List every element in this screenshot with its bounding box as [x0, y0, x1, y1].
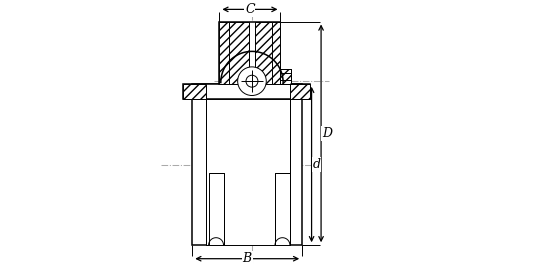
- Bar: [183, 84, 206, 99]
- Text: D: D: [322, 127, 332, 140]
- Bar: [192, 84, 302, 245]
- Bar: [280, 69, 292, 84]
- Text: d: d: [312, 158, 321, 171]
- Bar: [206, 99, 290, 245]
- Bar: [219, 21, 249, 84]
- Bar: [275, 173, 290, 245]
- Text: B: B: [243, 252, 252, 265]
- Bar: [183, 84, 310, 99]
- Bar: [219, 21, 280, 84]
- Bar: [229, 21, 249, 84]
- Text: C: C: [245, 3, 255, 16]
- Bar: [280, 69, 292, 84]
- Circle shape: [246, 75, 258, 87]
- Bar: [208, 173, 223, 245]
- Bar: [290, 84, 310, 99]
- Circle shape: [238, 67, 266, 95]
- Bar: [255, 21, 280, 84]
- Bar: [255, 21, 272, 84]
